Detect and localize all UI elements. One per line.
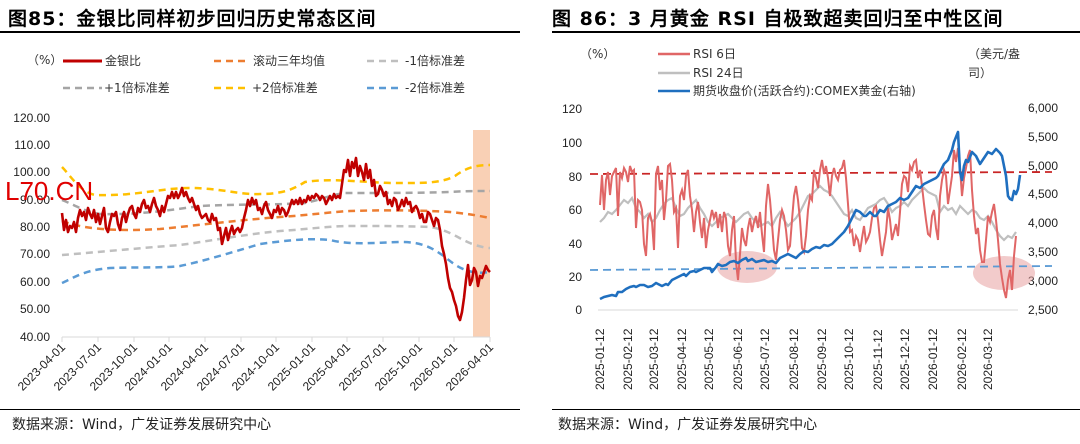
highlight-region <box>473 130 490 337</box>
svg-text:2025-05-12: 2025-05-12 <box>702 328 716 390</box>
svg-text:3,500: 3,500 <box>1028 245 1058 259</box>
svg-text:5,000: 5,000 <box>1028 159 1058 173</box>
svg-text:40.00: 40.00 <box>20 330 50 344</box>
svg-text:40: 40 <box>569 237 583 251</box>
series-minus-1sd <box>61 224 491 257</box>
right-unit-left: （%） <box>580 47 615 61</box>
svg-text:-2倍标准差: -2倍标准差 <box>405 80 465 95</box>
svg-text:2025-09-12: 2025-09-12 <box>815 328 829 390</box>
svg-text:120.00: 120.00 <box>13 111 50 125</box>
right-chart-title: 图 86：3 月黄金 RSI 自极致超卖回归至中性区间 <box>552 8 1004 30</box>
highlight-ellipse-2 <box>973 256 1035 290</box>
svg-text:2025-06-12: 2025-06-12 <box>731 328 745 390</box>
svg-text:金银比: 金银比 <box>105 53 141 68</box>
series-rsi-24 <box>599 184 1017 242</box>
legend-item-rsi-6: RSI 6日 <box>658 47 736 61</box>
watermark: L70.CN <box>5 176 94 206</box>
svg-text:RSI 6日: RSI 6日 <box>693 47 736 61</box>
svg-text:60: 60 <box>569 203 583 217</box>
series-rolling-mean <box>61 209 491 232</box>
svg-text:110.00: 110.00 <box>14 138 50 152</box>
svg-text:0: 0 <box>575 303 582 317</box>
svg-text:60.00: 60.00 <box>20 275 50 289</box>
svg-text:2025-11-12: 2025-11-12 <box>871 329 885 390</box>
right-title-rule <box>552 31 1080 33</box>
right-x-axis: 2025-01-12 2025-02-12 2025-03-12 2025-04… <box>593 328 995 390</box>
series-gold-silver-ratio <box>60 156 491 322</box>
svg-text:+2倍标准差: +2倍标准差 <box>252 80 318 95</box>
svg-text:2025-02-12: 2025-02-12 <box>621 328 635 390</box>
svg-text:5,500: 5,500 <box>1028 130 1058 144</box>
svg-text:2025-01-12: 2025-01-12 <box>593 328 607 390</box>
svg-text:4,500: 4,500 <box>1028 187 1058 201</box>
left-chart-panel: 图85：金银比同样初步回归历史常态区间 （%） 金银比 滚动三年均值 -1倍标准… <box>0 8 520 433</box>
right-chart-left-y-axis: 0 20 40 60 80 100 120 <box>562 102 582 317</box>
series-minus-2sd <box>61 237 491 285</box>
left-unit-label: （%） <box>27 53 62 67</box>
legend-item-plus-1sd: +1倍标准差 <box>63 80 170 95</box>
svg-text:2025-04-12: 2025-04-12 <box>675 328 689 390</box>
svg-text:3,000: 3,000 <box>1028 274 1058 288</box>
left-chart-svg: （%） 金银比 滚动三年均值 -1倍标准差 +1倍标准差 +2倍标准差 -2倍标… <box>13 53 497 394</box>
legend-item-rolling-mean: 滚动三年均值 <box>214 53 325 68</box>
left-title-rule <box>0 31 520 33</box>
legend-item-rsi-24: RSI 24日 <box>658 66 744 80</box>
legend-item-plus-2sd: +2倍标准差 <box>214 80 318 95</box>
svg-text:+1倍标准差: +1倍标准差 <box>104 80 170 95</box>
svg-text:2026-01-12: 2026-01-12 <box>926 328 940 390</box>
right-unit-right-1: （美元/盎 <box>968 47 1020 61</box>
right-chart-svg: （%） （美元/盎 司） RSI 6日 RSI 24日 期货收盘价(活跃合约):… <box>562 47 1058 390</box>
svg-text:2026-03-12: 2026-03-12 <box>981 328 995 390</box>
legend-item-minus-1sd: -1倍标准差 <box>367 53 465 68</box>
svg-text:2026-02-12: 2026-02-12 <box>955 328 969 390</box>
svg-text:2,500: 2,500 <box>1028 303 1058 317</box>
svg-text:4,000: 4,000 <box>1028 216 1058 230</box>
svg-text:期货收盘价(活跃合约):COMEX黄金(右轴): 期货收盘价(活跃合约):COMEX黄金(右轴) <box>693 83 916 98</box>
left-footer-rule <box>0 409 520 410</box>
series-rsi-6 <box>599 147 1017 299</box>
right-unit-right-2: 司） <box>968 66 992 80</box>
right-source: 数据来源：Wind，广发证券发展研究中心 <box>558 417 818 433</box>
left-source: 数据来源：Wind，广发证券发展研究中心 <box>12 417 272 433</box>
svg-text:2025-08-12: 2025-08-12 <box>787 328 801 390</box>
svg-text:100: 100 <box>562 136 582 150</box>
svg-text:90.00: 90.00 <box>20 193 50 207</box>
left-chart-title: 图85：金银比同样初步回归历史常态区间 <box>8 8 377 30</box>
svg-text:80.00: 80.00 <box>20 220 50 234</box>
svg-text:滚动三年均值: 滚动三年均值 <box>253 53 325 68</box>
right-chart-panel: 图 86：3 月黄金 RSI 自极致超卖回归至中性区间 （%） （美元/盎 司）… <box>540 0 1080 444</box>
svg-text:2025-12-12: 2025-12-12 <box>898 328 912 390</box>
right-footer-rule <box>552 409 1080 410</box>
svg-text:70.00: 70.00 <box>20 247 50 261</box>
svg-text:120: 120 <box>562 102 582 116</box>
svg-text:6,000: 6,000 <box>1028 101 1058 115</box>
svg-text:100.00: 100.00 <box>13 165 50 179</box>
svg-text:20: 20 <box>569 270 583 284</box>
svg-text:RSI 24日: RSI 24日 <box>693 66 744 80</box>
series-comex-gold <box>599 130 1022 301</box>
svg-text:80: 80 <box>569 170 583 184</box>
svg-text:2025-07-12: 2025-07-12 <box>758 328 772 390</box>
series-plus-2sd <box>61 163 491 197</box>
legend-item-minus-2sd: -2倍标准差 <box>367 80 465 95</box>
legend-item-comex-gold: 期货收盘价(活跃合约):COMEX黄金(右轴) <box>658 83 916 98</box>
left-y-axis: 120.00 110.00 100.00 90.00 80.00 70.00 6… <box>13 111 50 344</box>
svg-text:2025-10-12: 2025-10-12 <box>842 328 856 390</box>
svg-text:-1倍标准差: -1倍标准差 <box>405 53 465 68</box>
right-chart-right-y-axis: 2,500 3,000 3,500 4,000 4,500 5,000 5,50… <box>1028 101 1058 317</box>
svg-text:50.00: 50.00 <box>20 302 50 316</box>
svg-text:2025-03-12: 2025-03-12 <box>647 328 661 390</box>
highlight-ellipse-1 <box>717 251 777 283</box>
left-x-axis: 2023-04-01 2023-07-01 2023-10-01 2024-01… <box>15 340 497 394</box>
legend-item-gold-silver-ratio: 金银比 <box>63 53 141 68</box>
